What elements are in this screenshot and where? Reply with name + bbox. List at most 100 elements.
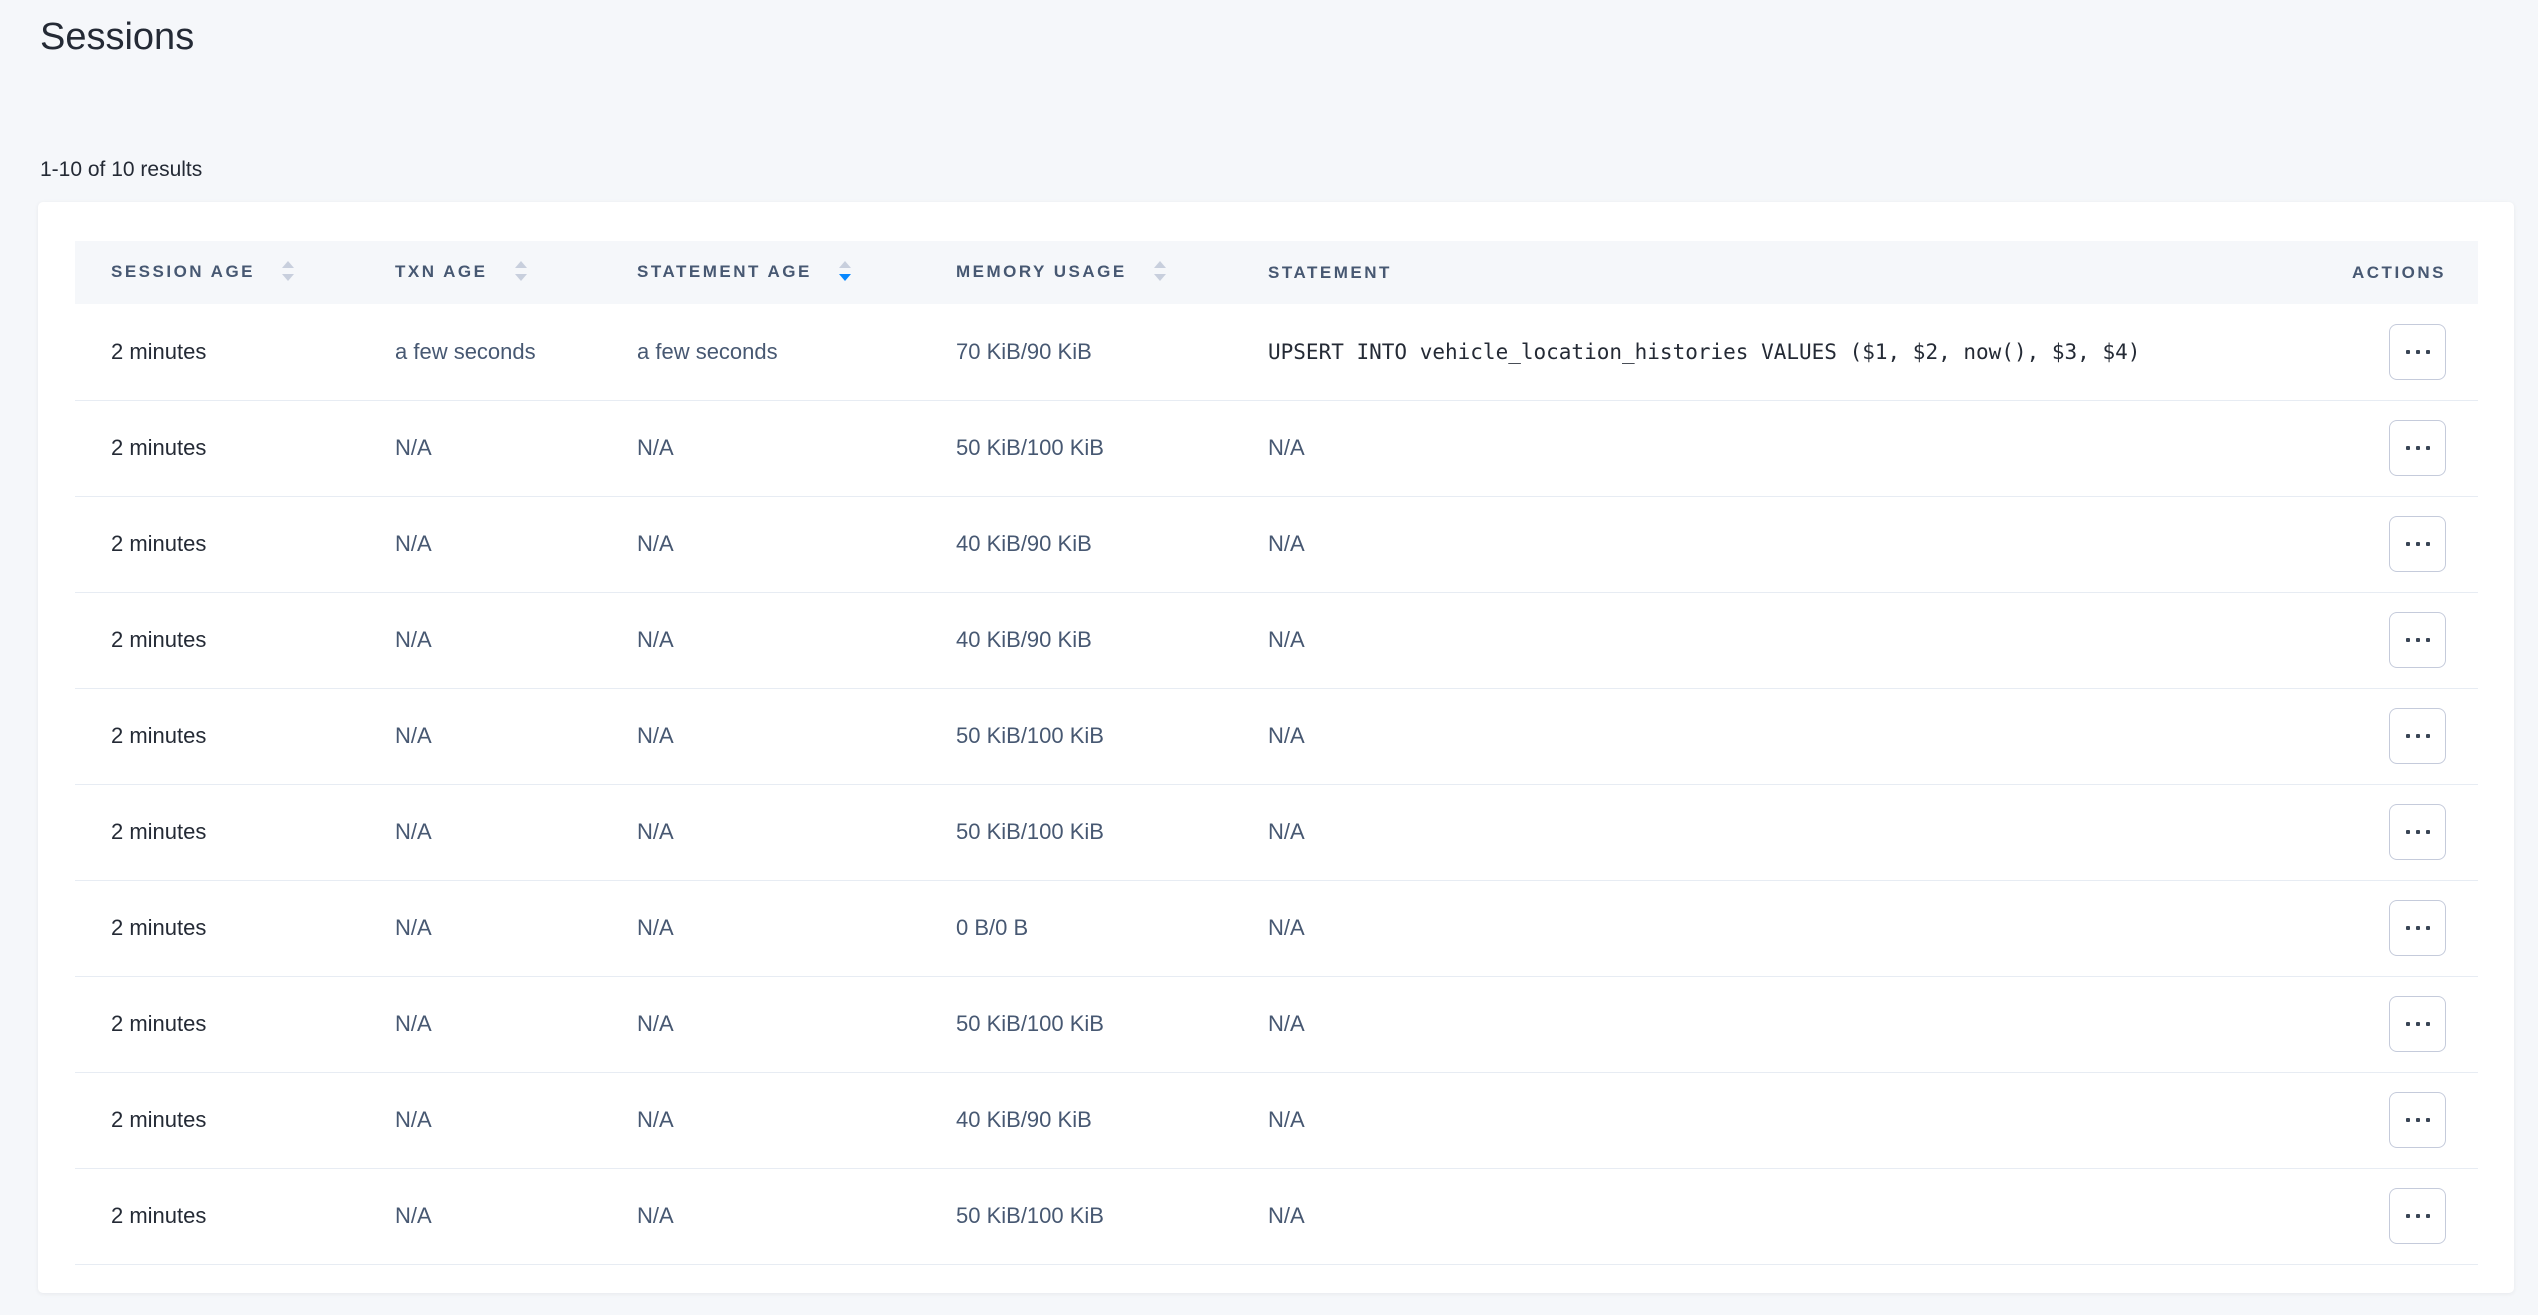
sort-asc-icon[interactable] xyxy=(1153,260,1166,268)
ellipsis-icon xyxy=(2405,830,2430,834)
session-age-cell: 2 minutes xyxy=(75,688,359,785)
actions-cell xyxy=(2228,784,2478,881)
column-header-label: ACTIONS xyxy=(2352,262,2446,282)
session-row: 2 minutes N/A N/A 50 KiB/100 KiB N/A xyxy=(75,1168,2478,1265)
session-age-cell: 2 minutes xyxy=(75,976,359,1073)
actions-cell xyxy=(2228,976,2478,1073)
session-actions-button[interactable] xyxy=(2389,323,2446,380)
session-actions-button[interactable] xyxy=(2389,804,2446,860)
statement-age-cell: N/A xyxy=(601,1168,920,1265)
memory-usage-cell: 0 B/0 B xyxy=(920,880,1232,977)
txn-age-cell: a few seconds xyxy=(359,304,601,401)
ellipsis-icon xyxy=(2405,349,2430,354)
statement-age-cell: N/A xyxy=(601,880,920,977)
statement-age-cell: N/A xyxy=(601,688,920,785)
statement-cell: N/A xyxy=(1232,592,2228,689)
column-header-label: TXN AGE xyxy=(395,262,488,282)
statement-cell: N/A xyxy=(1232,400,2228,497)
session-row: 2 minutes N/A N/A 40 KiB/90 KiB N/A xyxy=(75,592,2478,689)
session-actions-button[interactable] xyxy=(2389,1092,2446,1148)
statement-cell: N/A xyxy=(1232,1072,2228,1169)
session-age-cell: 2 minutes xyxy=(75,784,359,881)
column-header-statement-age[interactable]: STATEMENT AGE xyxy=(601,241,920,304)
session-row: 2 minutes N/A N/A 40 KiB/90 KiB N/A xyxy=(75,1072,2478,1169)
session-row: 2 minutes N/A N/A 50 KiB/100 KiB N/A xyxy=(75,400,2478,497)
session-row: 2 minutes N/A N/A 50 KiB/100 KiB N/A xyxy=(75,976,2478,1073)
memory-usage-cell: 50 KiB/100 KiB xyxy=(920,688,1232,785)
statement-age-cell: a few seconds xyxy=(601,304,920,401)
statement-age-cell: N/A xyxy=(601,976,920,1073)
txn-age-cell: N/A xyxy=(359,496,601,593)
sort-asc-icon[interactable] xyxy=(839,260,852,268)
session-actions-button[interactable] xyxy=(2389,516,2446,572)
sort-arrows-icon[interactable] xyxy=(1153,260,1166,281)
column-header-memory-usage[interactable]: MEMORY USAGE xyxy=(920,241,1232,304)
session-actions-button[interactable] xyxy=(2389,708,2446,764)
memory-usage-cell: 40 KiB/90 KiB xyxy=(920,592,1232,689)
sort-desc-icon[interactable] xyxy=(839,273,852,281)
session-age-cell: 2 minutes xyxy=(75,496,359,593)
sort-arrows-icon[interactable] xyxy=(839,260,852,281)
statement-age-cell: N/A xyxy=(601,592,920,689)
statement-cell: N/A xyxy=(1232,880,2228,977)
ellipsis-icon xyxy=(2405,1118,2430,1122)
memory-usage-cell: 50 KiB/100 KiB xyxy=(920,400,1232,497)
session-age-cell: 2 minutes xyxy=(75,880,359,977)
column-header-statement: STATEMENT xyxy=(1232,241,2228,304)
ellipsis-icon xyxy=(2405,926,2430,930)
txn-age-cell: N/A xyxy=(359,784,601,881)
txn-age-cell: N/A xyxy=(359,592,601,689)
sort-desc-icon[interactable] xyxy=(1153,273,1166,281)
statement-cell: N/A xyxy=(1232,1168,2228,1265)
statement-age-cell: N/A xyxy=(601,496,920,593)
ellipsis-icon xyxy=(2405,542,2430,546)
session-actions-button[interactable] xyxy=(2389,900,2446,956)
actions-cell xyxy=(2228,496,2478,593)
txn-age-cell: N/A xyxy=(359,400,601,497)
column-header-label: STATEMENT AGE xyxy=(637,262,812,282)
sort-asc-icon[interactable] xyxy=(282,260,295,268)
txn-age-cell: N/A xyxy=(359,1072,601,1169)
session-age-cell: 2 minutes xyxy=(75,400,359,497)
session-row: 2 minutes a few seconds a few seconds 70… xyxy=(75,304,2478,401)
statement-cell: N/A xyxy=(1232,976,2228,1073)
actions-cell xyxy=(2228,304,2478,401)
actions-cell xyxy=(2228,880,2478,977)
ellipsis-icon xyxy=(2405,1214,2430,1218)
memory-usage-cell: 50 KiB/100 KiB xyxy=(920,1168,1232,1265)
ellipsis-icon xyxy=(2405,446,2430,450)
actions-cell xyxy=(2228,592,2478,689)
column-header-txn-age[interactable]: TXN AGE xyxy=(359,241,601,304)
session-row: 2 minutes N/A N/A 50 KiB/100 KiB N/A xyxy=(75,688,2478,785)
column-header-session-age[interactable]: SESSION AGE xyxy=(75,241,359,304)
session-row: 2 minutes N/A N/A 50 KiB/100 KiB N/A xyxy=(75,784,2478,881)
session-age-cell: 2 minutes xyxy=(75,592,359,689)
memory-usage-cell: 70 KiB/90 KiB xyxy=(920,304,1232,401)
sort-arrows-icon[interactable] xyxy=(282,260,295,281)
sort-asc-icon[interactable] xyxy=(514,260,527,268)
session-actions-button[interactable] xyxy=(2389,612,2446,668)
txn-age-cell: N/A xyxy=(359,1168,601,1265)
sessions-table-card: SESSION AGE TXN AGE STATEMENT AGE MEMORY… xyxy=(38,202,2514,1293)
sessions-table: SESSION AGE TXN AGE STATEMENT AGE MEMORY… xyxy=(75,241,2478,1265)
memory-usage-cell: 40 KiB/90 KiB xyxy=(920,1072,1232,1169)
session-actions-button[interactable] xyxy=(2389,420,2446,476)
actions-cell xyxy=(2228,400,2478,497)
session-actions-button[interactable] xyxy=(2389,1188,2446,1244)
sort-arrows-icon[interactable] xyxy=(514,260,527,281)
txn-age-cell: N/A xyxy=(359,688,601,785)
ellipsis-icon xyxy=(2405,1022,2430,1026)
memory-usage-cell: 40 KiB/90 KiB xyxy=(920,496,1232,593)
session-age-cell: 2 minutes xyxy=(75,1168,359,1265)
actions-cell xyxy=(2228,1072,2478,1169)
ellipsis-icon xyxy=(2405,638,2430,642)
session-row: 2 minutes N/A N/A 0 B/0 B N/A xyxy=(75,880,2478,977)
session-actions-button[interactable] xyxy=(2389,996,2446,1052)
column-header-label: MEMORY USAGE xyxy=(956,262,1127,282)
statement-cell: UPSERT INTO vehicle_location_histories V… xyxy=(1232,304,2228,401)
sort-desc-icon[interactable] xyxy=(282,273,295,281)
column-header-label: STATEMENT xyxy=(1268,262,1392,282)
memory-usage-cell: 50 KiB/100 KiB xyxy=(920,976,1232,1073)
sort-desc-icon[interactable] xyxy=(514,273,527,281)
column-header-label: SESSION AGE xyxy=(111,262,256,282)
